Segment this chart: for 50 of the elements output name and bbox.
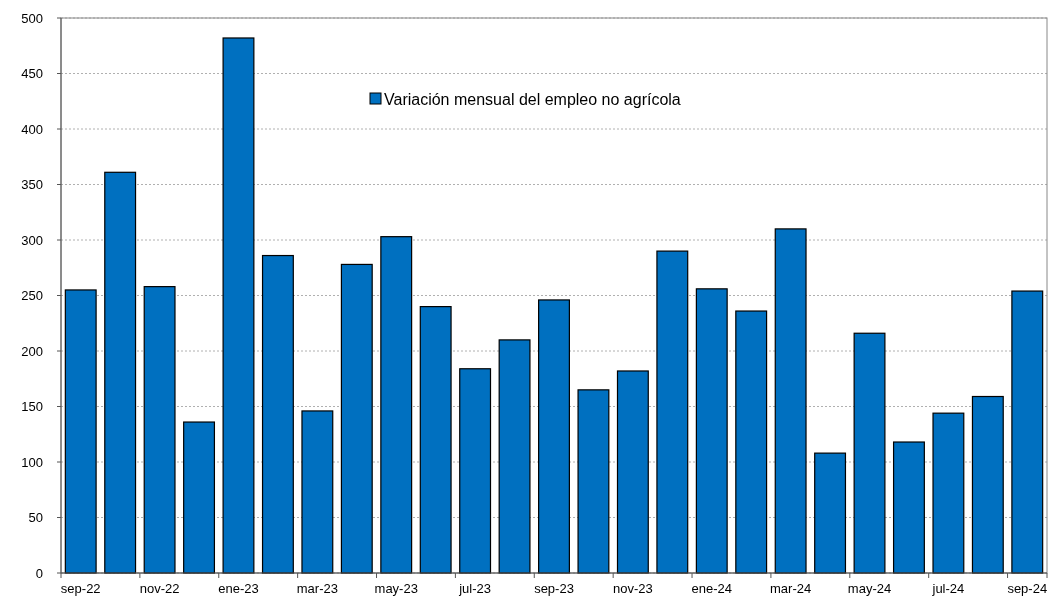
bar [183, 421, 216, 574]
x-tick-label: jul-23 [458, 581, 492, 596]
x-tick-label: sep-24 [1007, 581, 1048, 596]
y-tick-label: 100 [21, 454, 43, 470]
y-tick-label: 400 [21, 121, 43, 137]
bar [261, 254, 294, 574]
x-tick-label: may-23 [374, 581, 418, 596]
bar [616, 370, 649, 574]
x-tick-label: sep-22 [60, 581, 101, 596]
x-tick-label: jul-24 [931, 581, 965, 596]
bar [301, 410, 334, 574]
bar [892, 441, 925, 574]
x-tick-label: mar-24 [770, 581, 812, 596]
bar [1011, 290, 1044, 574]
bar [340, 263, 373, 574]
bar [64, 289, 97, 574]
y-tick-label: 0 [35, 565, 43, 581]
bar [538, 299, 570, 574]
x-tick-label: may-24 [847, 581, 892, 596]
x-tick-label: sep-23 [534, 581, 574, 596]
x-tick-label: ene-24 [691, 581, 732, 596]
bar [774, 228, 807, 574]
bar [971, 395, 1004, 574]
x-tick-label: mar-23 [296, 581, 338, 596]
y-tick-label: 500 [21, 10, 43, 26]
bar [577, 389, 610, 574]
y-tick-label: 200 [21, 343, 43, 359]
bar [143, 286, 176, 574]
bar [853, 332, 886, 574]
y-tick-label: 450 [21, 66, 43, 82]
bar [459, 368, 492, 574]
x-tick-label: nov-22 [139, 581, 180, 596]
x-tick-label: nov-23 [613, 581, 653, 596]
bar [498, 339, 531, 574]
bar [814, 452, 847, 574]
y-tick-label: 50 [28, 510, 43, 526]
bar [419, 306, 452, 574]
bar [932, 412, 965, 574]
bar [656, 250, 689, 574]
y-tick-label: 350 [21, 177, 43, 193]
y-tick-label: 300 [21, 232, 43, 248]
bar [735, 310, 768, 574]
y-tick-label: 250 [21, 288, 43, 304]
x-tick-label: ene-23 [218, 581, 259, 596]
y-tick-label: 150 [21, 399, 43, 415]
legend-label: Variación mensual del empleo no agrícola [384, 90, 681, 108]
bar [222, 37, 255, 574]
bar [104, 171, 137, 574]
bar [695, 288, 728, 574]
bar [380, 236, 413, 574]
